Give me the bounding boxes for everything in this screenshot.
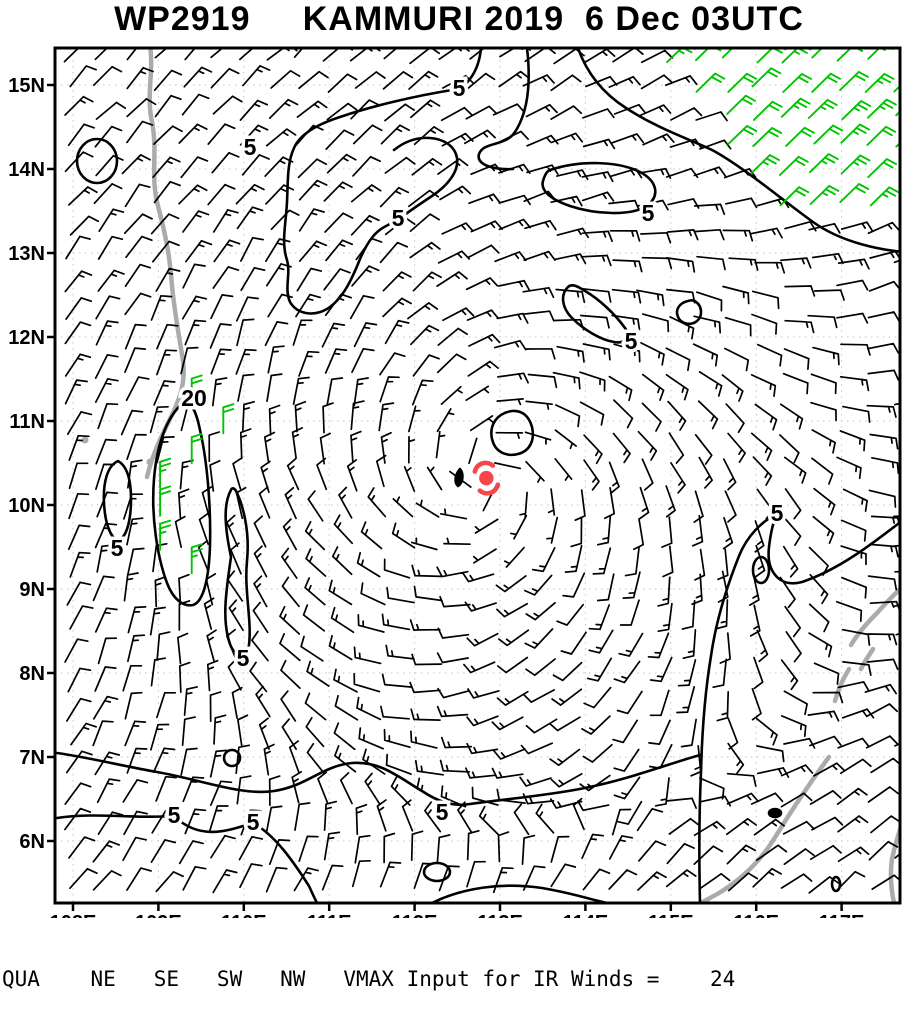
contour-5kt xyxy=(576,48,900,253)
contour-label: 20 xyxy=(181,385,207,411)
map-frame xyxy=(53,46,902,905)
contour-closed xyxy=(490,409,535,457)
lon-tick-label: 116E xyxy=(733,912,779,918)
map-canvas: 5 5 5 5 5 5 5 5 20 5 5 5 15N 14N 13N 12N 11N 10N 9N 8N 7N 6N… xyxy=(8,46,902,918)
axis-labels: 15N 14N 13N 12N 11N 10N 9N 8N 7N 6N 108E 109E 110E 11… xyxy=(8,75,864,918)
lat-tick-label: 8N xyxy=(19,663,45,685)
contour-label: 5 xyxy=(237,645,250,671)
contour-label: 5 xyxy=(625,328,638,354)
lon-tick-label: 110E xyxy=(221,912,267,918)
contour-label: 5 xyxy=(642,200,655,226)
wind-barbs-black xyxy=(63,48,900,894)
coastline-island xyxy=(81,436,89,444)
contour-closed xyxy=(830,875,842,893)
contour-closed xyxy=(222,748,242,768)
contour-label: 5 xyxy=(392,205,405,231)
coastline-borneo xyxy=(698,754,832,903)
contour-5kt xyxy=(392,136,459,221)
lat-tick-label: 9N xyxy=(19,579,45,601)
contour-label: 5 xyxy=(168,802,181,828)
info-line-qua: QUA NE SE SW NW VMAX Input for IR Winds … xyxy=(2,967,736,991)
lat-tick-label: 13N xyxy=(8,243,45,265)
contour-label: 5 xyxy=(436,799,449,825)
lon-tick-label: 113E xyxy=(477,912,523,918)
chart-title: WP2919 KAMMURI 2019 6 Dec 03UTC xyxy=(114,0,804,38)
contour-label: 5 xyxy=(111,535,124,561)
contour-5kt xyxy=(430,884,609,903)
lat-tick-label: 6N xyxy=(19,831,45,853)
storm-center-dot xyxy=(479,470,494,486)
lat-tick-label: 10N xyxy=(8,495,45,517)
storm-symbol xyxy=(472,460,501,496)
lat-tick-label: 12N xyxy=(8,327,45,349)
stats-block: QUA NE SE SW NW VMAX Input for IR Winds … xyxy=(2,922,916,1014)
coastline-palawan xyxy=(832,586,900,704)
lon-tick-label: 112E xyxy=(392,912,438,918)
contour-5kt xyxy=(561,284,629,344)
contour-labels: 5 5 5 5 5 5 5 5 20 5 5 5 xyxy=(107,72,787,839)
coastline-borneo-east xyxy=(888,823,900,903)
contour-5kt xyxy=(55,751,702,807)
lon-tick-label: 115E xyxy=(648,912,694,918)
lon-tick-label: 111E xyxy=(307,912,352,918)
storm-spiral-arm xyxy=(472,460,496,474)
contour-label: 5 xyxy=(771,500,784,526)
contour-5kt xyxy=(102,459,133,543)
contour-label: 5 xyxy=(247,809,260,835)
contour-label: 5 xyxy=(244,134,257,160)
tropical-cyclone-icon xyxy=(472,460,501,496)
contour-5kt xyxy=(541,161,657,215)
lon-tick-label: 108E xyxy=(50,912,97,918)
lat-tick-label: 11N xyxy=(9,411,45,433)
lat-tick-label: 14N xyxy=(8,159,45,181)
coastline-island xyxy=(146,458,154,466)
lon-tick-label: 109E xyxy=(135,912,182,918)
contour-closed xyxy=(751,555,771,585)
contour-islet xyxy=(767,807,783,819)
lat-tick-label: 15N xyxy=(8,75,45,97)
contour-label: 5 xyxy=(453,75,466,101)
storm-spiral-arm xyxy=(477,482,501,496)
contour-5kt xyxy=(55,814,319,903)
contour-closed xyxy=(75,137,119,185)
lon-tick-label: 117E xyxy=(819,912,865,918)
lat-tick-label: 7N xyxy=(19,747,45,769)
lon-tick-label: 114E xyxy=(563,912,609,918)
